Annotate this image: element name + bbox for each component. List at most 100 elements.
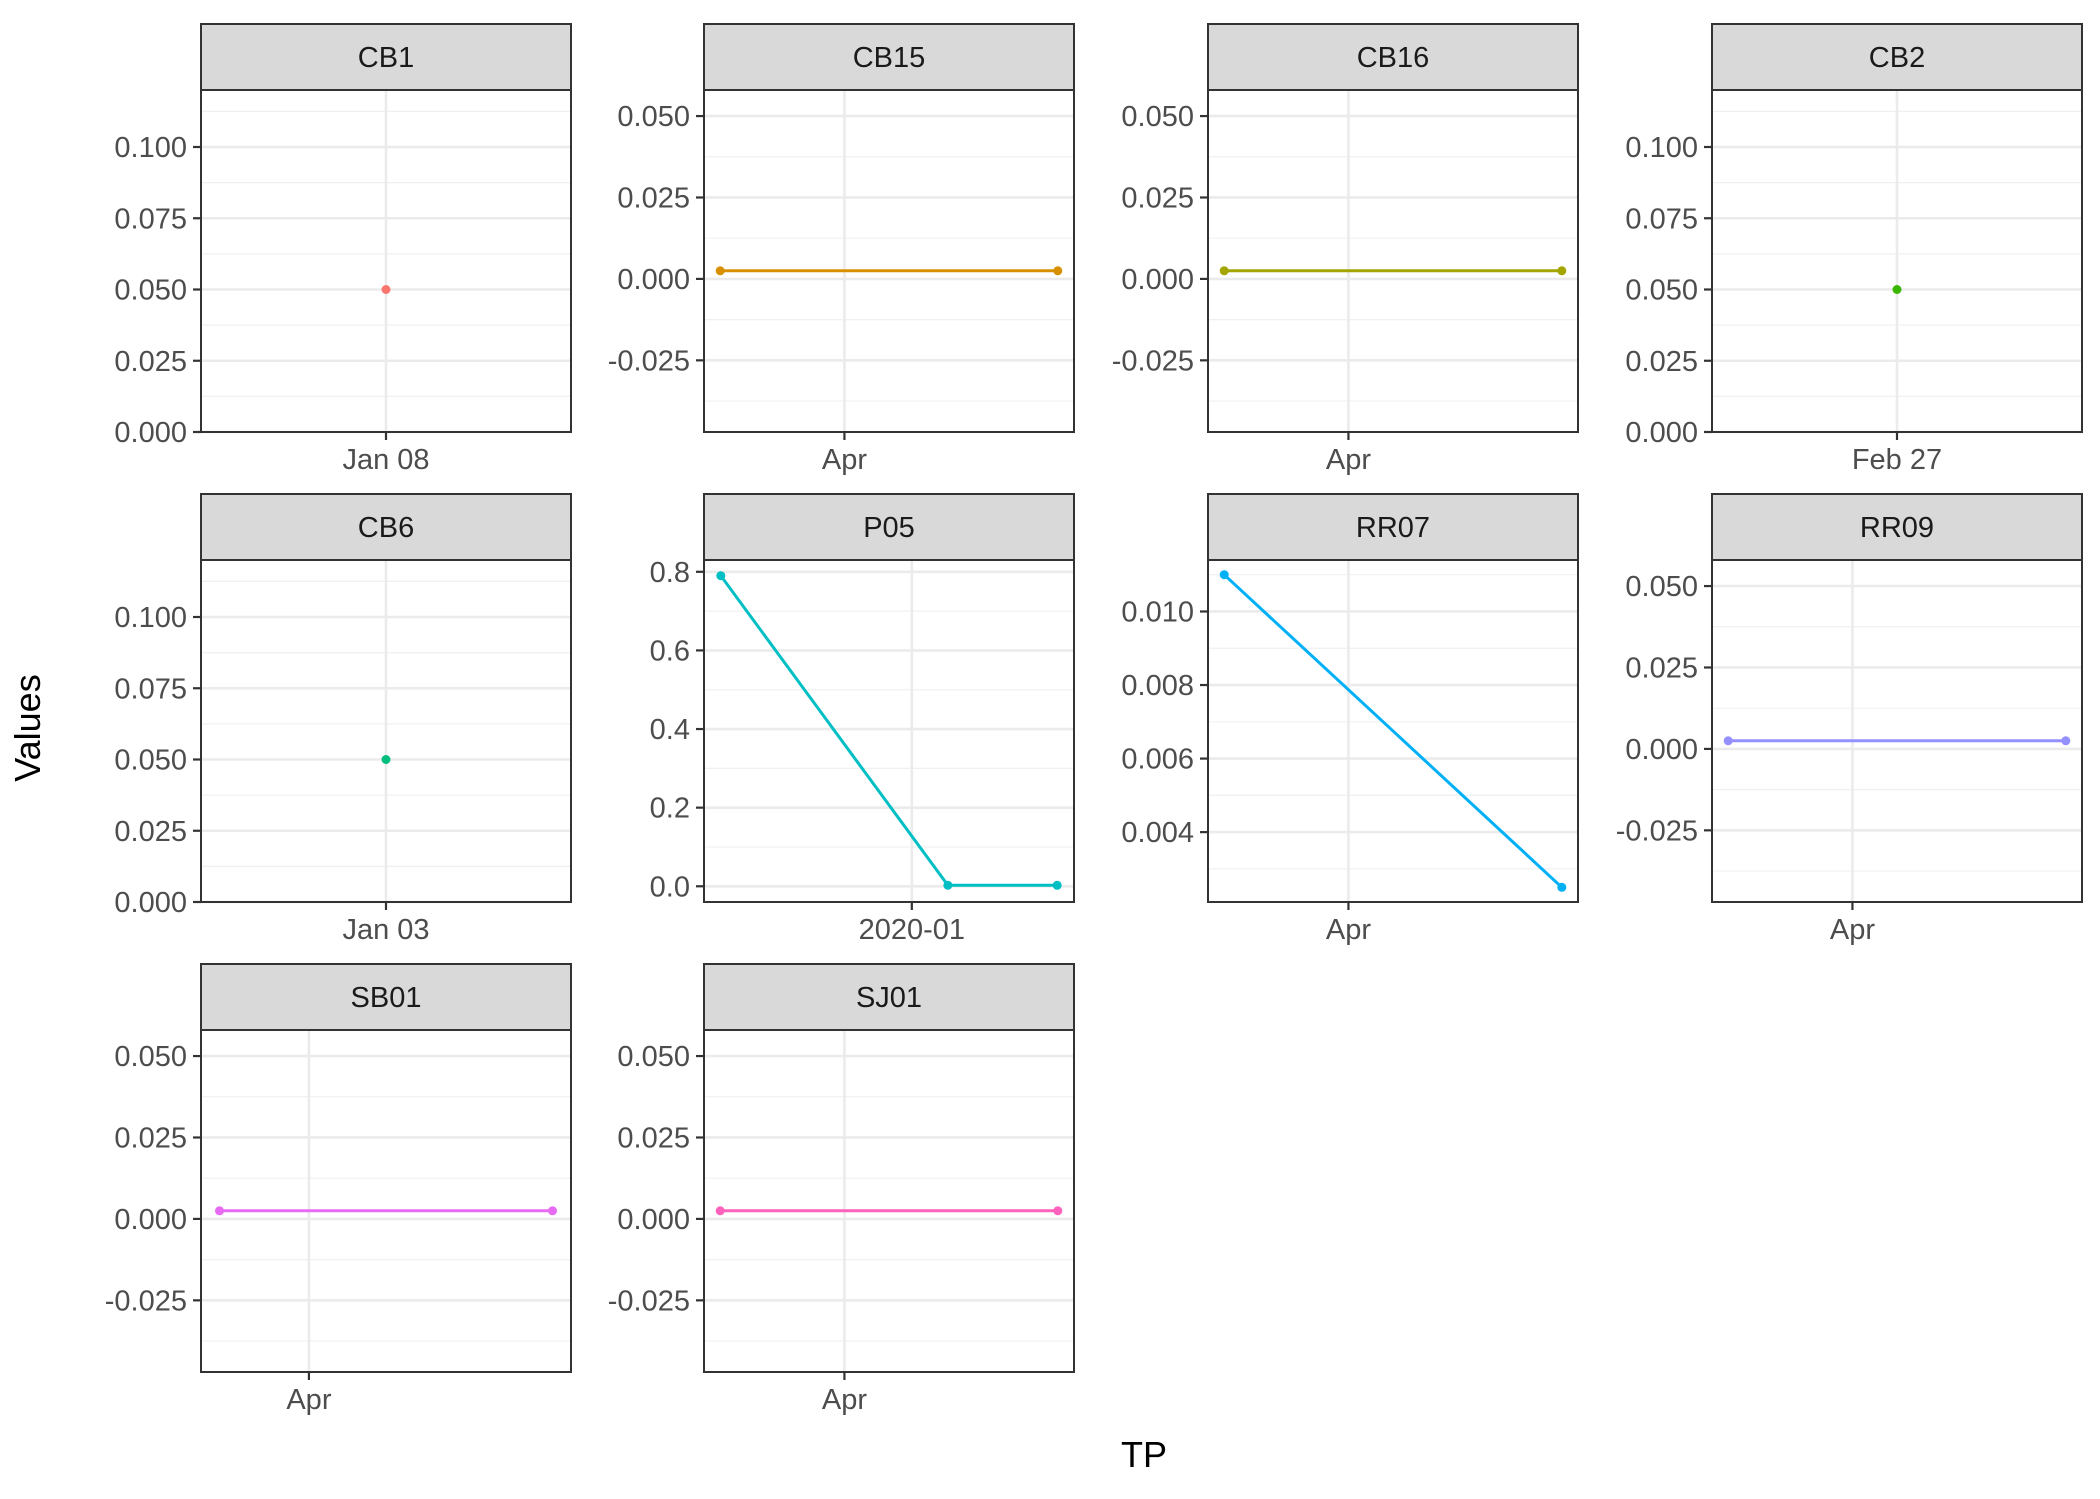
panel-background bbox=[1712, 560, 2082, 902]
x-tick-label: Apr bbox=[822, 1384, 867, 1416]
facet-panels: 0.000 0.025 0.050 0.075 0.100 Jan 08 CB1 -0.025… bbox=[105, 23, 2083, 1416]
x-tick-label: Apr bbox=[286, 1384, 331, 1416]
facet-strip-label: CB2 bbox=[1869, 42, 1925, 74]
data-point bbox=[1892, 285, 1902, 294]
facet-strip bbox=[1711, 493, 2083, 561]
series-line-rr07 bbox=[1223, 573, 1563, 889]
y-tick-label: 0.4 bbox=[650, 714, 690, 746]
facet-strip-label: P05 bbox=[863, 512, 915, 544]
y-tick-label: 0.050 bbox=[114, 745, 187, 777]
panel-cb2: 0.000 0.025 0.050 0.075 0.100 Feb 27 CB2 bbox=[1625, 23, 2083, 476]
y-tick-label: 0.025 bbox=[1625, 652, 1698, 684]
y-tick-label: 0.025 bbox=[114, 1122, 187, 1154]
y-axis-title: Values bbox=[7, 674, 48, 781]
data-point bbox=[1219, 266, 1229, 276]
data-point bbox=[381, 755, 391, 764]
data-point bbox=[1723, 736, 1733, 746]
y-tick-label: 0.008 bbox=[1121, 670, 1194, 702]
y-tick-label: 0.006 bbox=[1121, 744, 1194, 776]
y-tick-label: 0.075 bbox=[1625, 203, 1698, 235]
facet-strip-label: CB1 bbox=[358, 42, 414, 74]
y-tick-label: 0.6 bbox=[650, 635, 690, 667]
data-point bbox=[2061, 736, 2071, 746]
panel-background bbox=[1208, 90, 1578, 432]
y-tick-label: 0.075 bbox=[114, 203, 187, 235]
panel-background bbox=[704, 1030, 1074, 1372]
facet-strip bbox=[1711, 23, 2083, 91]
y-tick-label: 0.004 bbox=[1121, 817, 1194, 849]
y-tick-label: -0.025 bbox=[608, 1285, 690, 1317]
data-point bbox=[716, 571, 726, 581]
facet-strip-label: CB16 bbox=[1357, 42, 1430, 74]
x-tick-label: Apr bbox=[822, 444, 867, 476]
y-tick-label: 0.100 bbox=[114, 602, 187, 634]
data-point bbox=[1053, 266, 1063, 276]
data-point bbox=[215, 1206, 224, 1216]
y-tick-label: 0.025 bbox=[1625, 346, 1698, 378]
data-point bbox=[943, 880, 953, 890]
facet-strip-label: SB01 bbox=[351, 982, 422, 1014]
y-tick-label: 0.8 bbox=[650, 557, 690, 589]
y-tick-label: 0.000 bbox=[114, 417, 187, 449]
facet-strip bbox=[703, 493, 1075, 561]
data-point bbox=[1219, 570, 1229, 580]
facet-strip bbox=[200, 23, 572, 91]
y-tick-label: -0.025 bbox=[105, 1285, 187, 1317]
facet-strip-label: RR09 bbox=[1860, 512, 1934, 544]
y-tick-label: 0.025 bbox=[114, 816, 187, 848]
x-axis-title: TP bbox=[1121, 1434, 1167, 1475]
panel-background bbox=[704, 90, 1074, 432]
y-tick-label: 0.000 bbox=[617, 1204, 690, 1236]
y-tick-label: 0.050 bbox=[114, 1041, 187, 1073]
y-tick-label: 0.075 bbox=[114, 673, 187, 705]
y-tick-label: 0.025 bbox=[617, 182, 690, 214]
data-point bbox=[715, 266, 725, 276]
facet-strip bbox=[1207, 493, 1579, 561]
panel-p05: 0.0 0.2 0.4 0.6 0.8 2020-01 P05 bbox=[650, 493, 1075, 946]
x-tick-label: Jan 03 bbox=[342, 914, 429, 946]
x-tick-label: 2020-01 bbox=[859, 914, 965, 946]
facet-strip bbox=[703, 963, 1075, 1031]
y-tick-label: 0.050 bbox=[1121, 101, 1194, 133]
x-tick-label: Apr bbox=[1830, 914, 1875, 946]
y-tick-label: 0.000 bbox=[114, 1204, 187, 1236]
facet-strip bbox=[200, 493, 572, 561]
x-tick-label: Jan 08 bbox=[342, 444, 429, 476]
y-tick-label: 0.025 bbox=[1121, 182, 1194, 214]
y-tick-label: 0.000 bbox=[114, 887, 187, 919]
facet-strip-label: RR07 bbox=[1356, 512, 1430, 544]
data-point bbox=[548, 1206, 557, 1216]
panel-cb6: 0.000 0.025 0.050 0.075 0.100 Jan 03 CB6 bbox=[114, 493, 572, 946]
panel-rr09: -0.025 0.000 0.025 0.050 Apr RR09 bbox=[1616, 493, 2083, 946]
y-tick-label: 0.025 bbox=[617, 1122, 690, 1154]
data-point bbox=[1052, 880, 1062, 890]
panel-sb01: -0.025 0.000 0.025 0.050 Apr SB01 bbox=[105, 963, 572, 1416]
data-point bbox=[1557, 882, 1567, 892]
data-point bbox=[1557, 266, 1567, 276]
data-point bbox=[381, 285, 391, 294]
facet-strip bbox=[703, 23, 1075, 91]
facet-strip-label: CB6 bbox=[358, 512, 414, 544]
y-tick-label: 0.000 bbox=[617, 264, 690, 296]
y-tick-label: 0.010 bbox=[1121, 596, 1194, 628]
facet-strip-label: CB15 bbox=[853, 42, 926, 74]
data-point bbox=[715, 1206, 725, 1216]
y-tick-label: 0.100 bbox=[1625, 132, 1698, 164]
panel-background bbox=[704, 560, 1074, 902]
y-tick-label: 0.2 bbox=[650, 793, 690, 825]
y-tick-label: 0.000 bbox=[1625, 417, 1698, 449]
y-tick-label: 0.000 bbox=[1625, 734, 1698, 766]
y-tick-label: 0.100 bbox=[114, 132, 187, 164]
x-tick-label: Apr bbox=[1326, 444, 1371, 476]
y-tick-label: 0.025 bbox=[114, 346, 187, 378]
x-tick-label: Feb 27 bbox=[1852, 444, 1942, 476]
panel-cb15: -0.025 0.000 0.025 0.050 Apr CB15 bbox=[608, 23, 1075, 476]
x-tick-label: Apr bbox=[1326, 914, 1371, 946]
panel-rr07: 0.004 0.006 0.008 0.010 Apr RR07 bbox=[1121, 493, 1579, 946]
y-tick-label: 0.050 bbox=[1625, 275, 1698, 307]
panel-background bbox=[201, 1030, 571, 1372]
y-tick-label: 0.000 bbox=[1121, 264, 1194, 296]
y-tick-label: 0.050 bbox=[617, 101, 690, 133]
panel-sj01: -0.025 0.000 0.025 0.050 Apr SJ01 bbox=[608, 963, 1075, 1416]
panel-cb16: -0.025 0.000 0.025 0.050 Apr CB16 bbox=[1112, 23, 1579, 476]
